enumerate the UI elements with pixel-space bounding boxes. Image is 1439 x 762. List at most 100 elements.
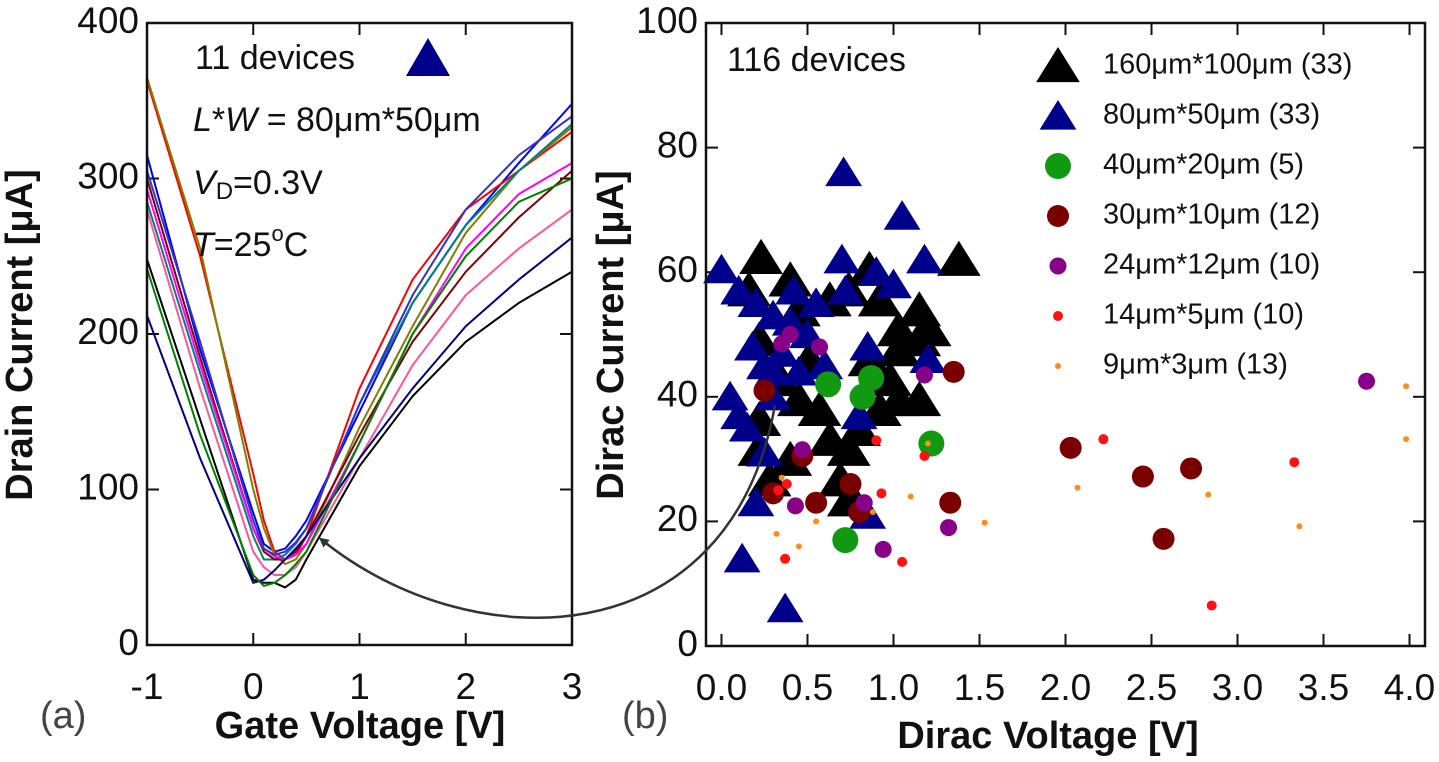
point [939, 491, 962, 514]
annotation-part: C [284, 226, 309, 264]
point [703, 253, 740, 284]
y-axis-label: Dirac Current [μA] [590, 170, 632, 499]
y-tick-label: 80 [657, 124, 698, 165]
point [737, 486, 775, 517]
legend-marker [1049, 257, 1067, 275]
curve [146, 115, 573, 556]
point [780, 553, 791, 564]
panel-label: (a) [40, 695, 86, 737]
point [857, 256, 895, 286]
point [839, 473, 862, 496]
point [823, 243, 861, 274]
point [806, 349, 844, 380]
x-tick-label: 2.0 [1040, 667, 1091, 708]
curve [146, 162, 573, 561]
x-tick-label: 3.5 [1298, 667, 1349, 708]
x-axis-label: Dirac Voltage [V] [897, 715, 1198, 757]
point [897, 556, 908, 567]
point [897, 380, 942, 417]
point [924, 440, 931, 447]
annotation-part: W [225, 101, 260, 139]
point [876, 331, 921, 367]
point [1403, 383, 1410, 390]
x-tick-label: -1 [131, 666, 164, 707]
y-tick-label: 100 [636, 0, 698, 41]
x-tick-label: 1.0 [868, 667, 919, 708]
y-tick-label: 60 [657, 249, 698, 290]
point [981, 519, 988, 526]
point [1098, 434, 1109, 445]
x-tick-label: 2.5 [1126, 667, 1177, 708]
legend-marker [1045, 153, 1071, 179]
point [813, 518, 820, 525]
point [1403, 436, 1410, 443]
y-tick-label: 20 [657, 498, 698, 539]
x-tick-label: 0 [243, 666, 264, 707]
annotation-marker [406, 38, 450, 76]
point [711, 380, 749, 411]
annotation-part: D [216, 178, 233, 205]
annotation: L*W = 80μm*50μm [193, 101, 481, 139]
x-tick-label: 1 [349, 666, 370, 707]
point [875, 268, 912, 299]
point [797, 390, 842, 427]
point [849, 330, 887, 361]
point [728, 411, 766, 442]
point [811, 338, 829, 356]
point [826, 274, 864, 305]
point [940, 519, 958, 537]
point [1059, 436, 1082, 459]
point [734, 330, 771, 361]
curve [146, 259, 573, 589]
point [775, 274, 813, 305]
point [840, 399, 878, 430]
legend-marker [1055, 363, 1061, 369]
point [773, 530, 780, 537]
point [1074, 484, 1081, 491]
point [805, 491, 828, 514]
y-tick-label: 100 [77, 466, 139, 507]
annotation-part: = 80μm*50μm [257, 101, 480, 139]
point [778, 474, 785, 481]
point [1131, 465, 1154, 488]
annotation-part: =25 [214, 226, 272, 264]
y-tick-label: 300 [77, 155, 139, 196]
legend-marker [1039, 100, 1077, 130]
point [869, 509, 876, 516]
curve [146, 77, 573, 566]
point [768, 440, 813, 476]
point [876, 488, 887, 499]
annotation-part: 11 devices [195, 39, 355, 77]
legend-label: 40μm*20μm (5) [1103, 149, 1304, 181]
point [766, 592, 804, 623]
point [909, 343, 947, 374]
point [720, 274, 758, 305]
point [906, 243, 943, 274]
legend-label: 14μm*5μm (10) [1103, 299, 1304, 331]
point [871, 435, 882, 446]
point [1152, 527, 1175, 550]
annotation-part: o [271, 221, 283, 246]
annotation: 116 devices [727, 41, 906, 79]
curve [146, 208, 573, 577]
point [795, 543, 802, 550]
y-tick-label: 400 [77, 0, 139, 41]
x-tick-label: 3.0 [1212, 667, 1263, 708]
point [739, 238, 783, 275]
x-axis-label: Gate Voltage [V] [215, 705, 506, 747]
point [825, 156, 863, 187]
legend-marker [1053, 311, 1063, 321]
connector-arrow [318, 404, 777, 620]
plot-frame [145, 21, 574, 647]
point [815, 371, 842, 398]
point [942, 360, 965, 383]
annotation-part: =0.3V [233, 164, 323, 202]
legend-label: 24μm*12μm (10) [1103, 249, 1320, 281]
point [826, 430, 871, 466]
annotation-part: V [193, 164, 219, 202]
curve [146, 236, 573, 584]
annotation: 11 devices [195, 39, 355, 77]
annotation: VD=0.3V [193, 164, 323, 205]
